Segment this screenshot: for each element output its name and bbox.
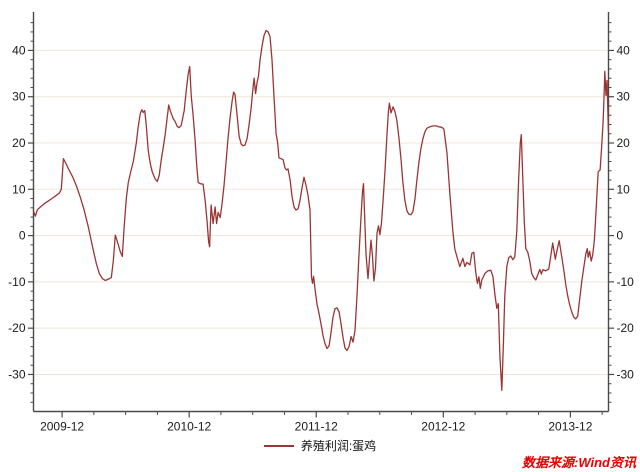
svg-text:30: 30 xyxy=(617,90,631,104)
series-line xyxy=(32,29,610,391)
y-gridlines xyxy=(33,49,609,375)
svg-text:-30: -30 xyxy=(617,367,635,381)
svg-text:0: 0 xyxy=(617,229,624,243)
svg-text:-30: -30 xyxy=(8,367,26,381)
y-axis-ticks: -30 -30 -20 -20 -10 -10 0 0 10 10 20 20 30 30 40 40 xyxy=(8,22,635,403)
svg-text:-20: -20 xyxy=(617,321,635,335)
svg-text:40: 40 xyxy=(12,43,26,57)
svg-text:2011-12: 2011-12 xyxy=(295,420,338,434)
svg-text:2013-12: 2013-12 xyxy=(548,420,592,434)
svg-text:10: 10 xyxy=(12,182,26,196)
profit-line xyxy=(32,29,610,391)
svg-text:40: 40 xyxy=(617,43,631,57)
svg-text:30: 30 xyxy=(12,90,26,104)
legend-label: 养殖利润:蛋鸡 xyxy=(300,439,377,453)
legend: 养殖利润:蛋鸡 xyxy=(0,437,640,454)
svg-text:10: 10 xyxy=(617,182,631,196)
svg-text:20: 20 xyxy=(12,136,26,150)
svg-text:-10: -10 xyxy=(617,275,635,289)
svg-text:-20: -20 xyxy=(8,321,26,335)
watermark-wind: 数据来源:Wind资讯 xyxy=(522,455,636,470)
svg-text:-10: -10 xyxy=(8,275,26,289)
legend-line-swatch xyxy=(263,444,294,447)
svg-text:2010-12: 2010-12 xyxy=(167,420,211,434)
axes xyxy=(32,12,610,413)
x-axis-ticks: 2009-12 2010-12 2011-12 2012-12 2013-12 xyxy=(40,411,603,434)
svg-text:0: 0 xyxy=(19,229,26,243)
svg-text:20: 20 xyxy=(617,136,631,150)
svg-text:2009-12: 2009-12 xyxy=(40,420,84,434)
svg-text:2012-12: 2012-12 xyxy=(421,420,465,434)
